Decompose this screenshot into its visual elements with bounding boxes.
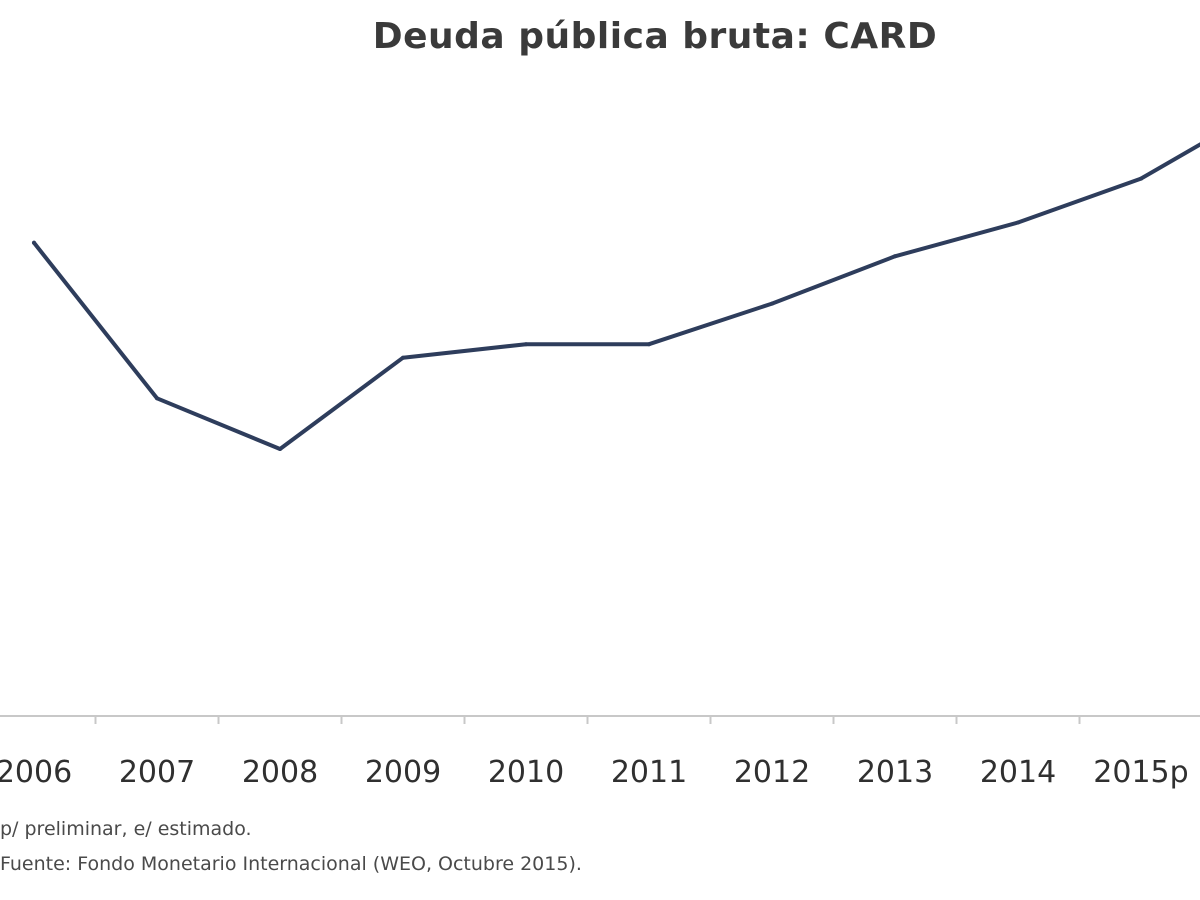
x-tick-label-2014: 2014 xyxy=(980,755,1056,790)
x-tick-label-2013: 2013 xyxy=(857,755,933,790)
footnote-preliminary: p/ preliminar, e/ estimado. xyxy=(0,818,252,840)
x-tick-label-2007: 2007 xyxy=(119,755,195,790)
chart-title: Deuda pública bruta: CARD xyxy=(372,16,938,57)
series-layer xyxy=(32,142,1200,451)
x-tick-label-2012: 2012 xyxy=(734,755,810,790)
data-point-2010 xyxy=(524,342,528,347)
x-tick-label-2009: 2009 xyxy=(365,755,441,790)
x-tick-label-2015p: 2015p xyxy=(1093,755,1188,790)
data-point-2012 xyxy=(770,301,774,306)
x-tick-label-2010: 2010 xyxy=(488,755,564,790)
data-point-2014 xyxy=(1016,220,1020,225)
data-point-2013 xyxy=(893,254,897,259)
footnote-source: Fuente: Fondo Monetario Internacional (W… xyxy=(0,853,582,875)
x-axis xyxy=(0,715,1200,724)
x-tick-label-2011: 2011 xyxy=(611,755,687,790)
x-tick-label-2006: 2006 xyxy=(0,755,72,790)
data-point-2015p xyxy=(1139,176,1143,181)
data-point-2007 xyxy=(155,396,159,401)
data-point-2006 xyxy=(32,240,36,245)
x-tick-labels: 2006 2007 2008 2009 2010 2011 2012 2013 2014 2015… xyxy=(0,755,1189,790)
data-point-2008 xyxy=(278,447,282,451)
data-point-2009 xyxy=(401,355,405,360)
series-line-0 xyxy=(32,142,1200,451)
data-point-2011 xyxy=(647,342,651,347)
x-tick-label-2008: 2008 xyxy=(242,755,318,790)
